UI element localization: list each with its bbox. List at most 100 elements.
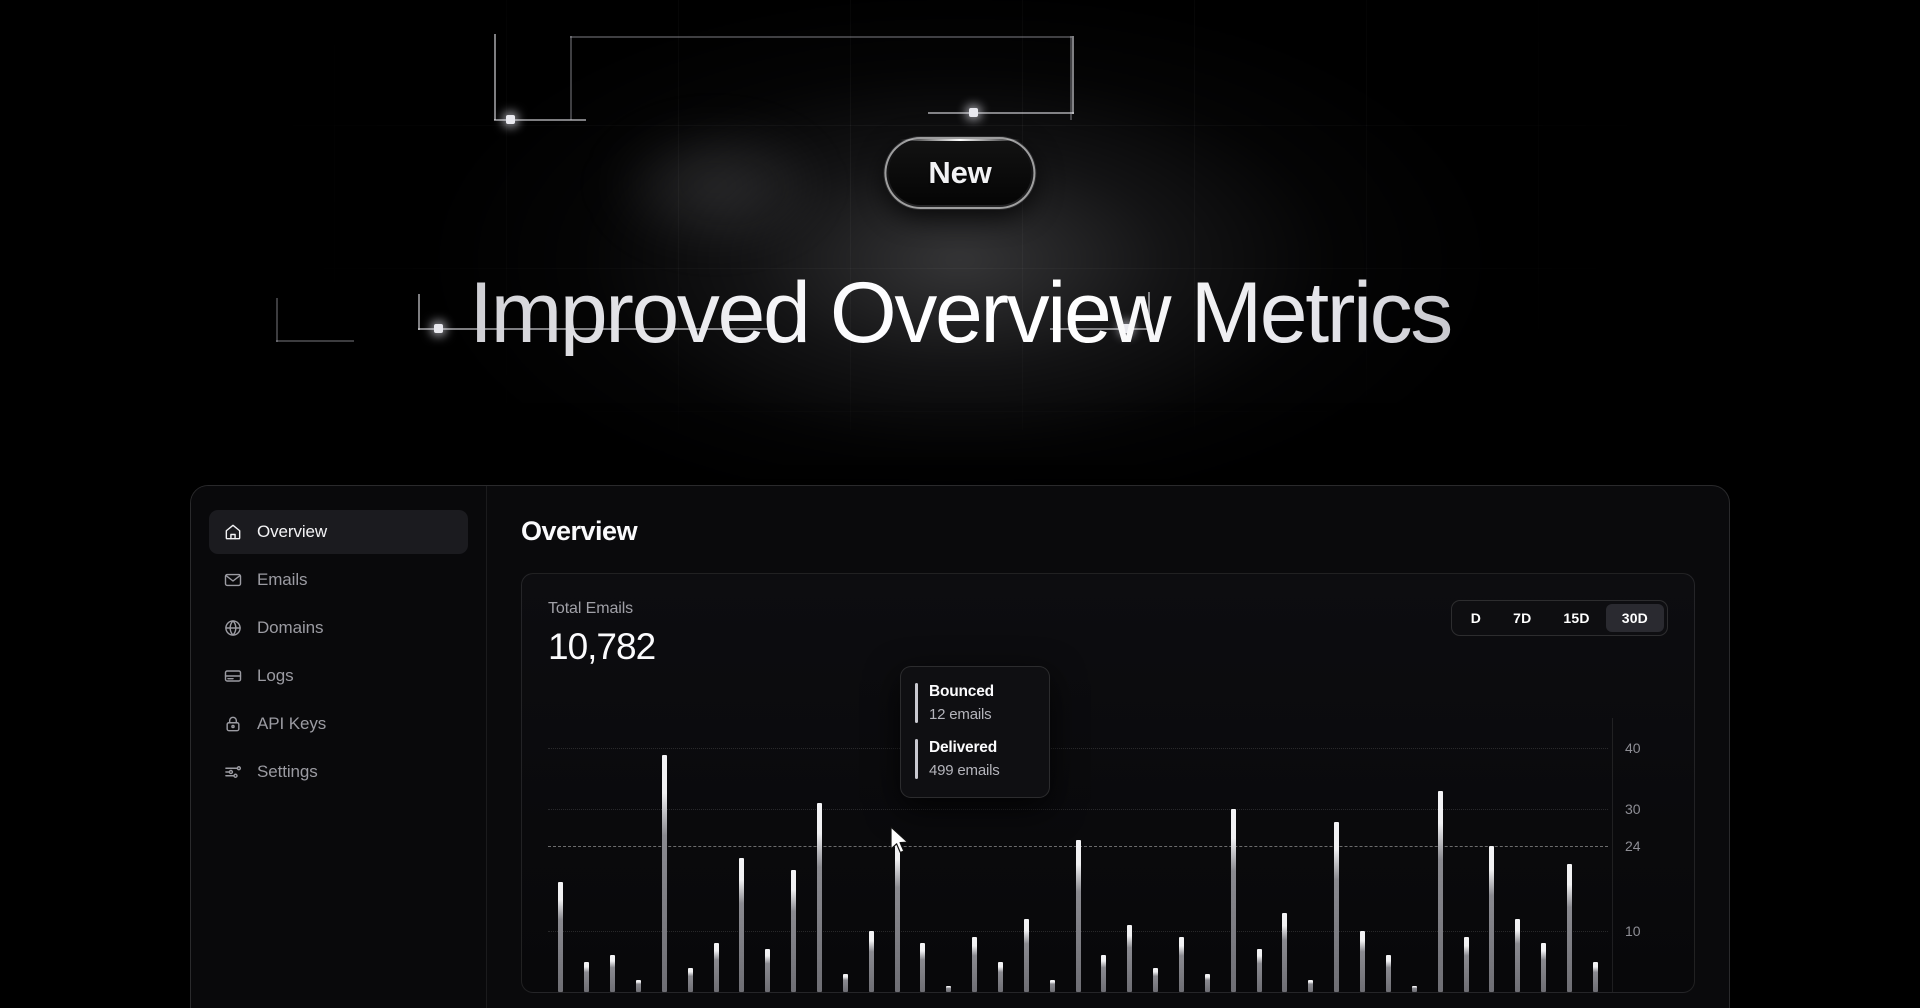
sidebar-item-domains[interactable]: Domains bbox=[209, 606, 468, 650]
chart-bar[interactable] bbox=[610, 955, 616, 992]
chart-bar[interactable] bbox=[1230, 809, 1236, 992]
chart-bar-slot[interactable] bbox=[1376, 718, 1402, 992]
chart-bar[interactable] bbox=[1153, 967, 1159, 992]
chart-bar-slot[interactable] bbox=[1194, 718, 1220, 992]
y-axis-tick-label: 10 bbox=[1625, 923, 1641, 940]
chart-gridline bbox=[548, 748, 1608, 750]
chart-bar-slot[interactable] bbox=[1065, 718, 1091, 992]
sidebar-item-overview[interactable]: Overview bbox=[209, 510, 468, 554]
chart-bar-slot[interactable] bbox=[1272, 718, 1298, 992]
chart-bar[interactable] bbox=[1127, 925, 1133, 992]
chart-bar-slot[interactable] bbox=[677, 718, 703, 992]
chart-bar[interactable] bbox=[636, 979, 641, 992]
chart-bar-slot[interactable] bbox=[1324, 718, 1350, 992]
chart-bar-slot[interactable] bbox=[832, 718, 858, 992]
chart-bar[interactable] bbox=[1515, 918, 1521, 992]
chart-bar[interactable] bbox=[1463, 937, 1469, 992]
glow-dot bbox=[434, 324, 443, 333]
chart-bar-slot[interactable] bbox=[807, 718, 833, 992]
chart-bar[interactable] bbox=[1566, 864, 1572, 992]
chart-bar-slot[interactable] bbox=[1143, 718, 1169, 992]
chart-bar-slot[interactable] bbox=[548, 718, 574, 992]
chart-bar-slot[interactable] bbox=[1582, 718, 1608, 992]
sidebar-item-settings[interactable]: Settings bbox=[209, 750, 468, 794]
chart-bar[interactable] bbox=[1256, 949, 1262, 992]
chart-bar-slot[interactable] bbox=[651, 718, 677, 992]
chart-bar-slot[interactable] bbox=[1246, 718, 1272, 992]
chart-bar-slot[interactable] bbox=[1479, 718, 1505, 992]
chart-bar-slot[interactable] bbox=[1427, 718, 1453, 992]
chart-bar[interactable] bbox=[765, 949, 771, 992]
range-button-30d[interactable]: 30D bbox=[1605, 604, 1664, 632]
chart-bar[interactable] bbox=[998, 961, 1004, 992]
chart-bar-slot[interactable] bbox=[1220, 718, 1246, 992]
chart-bar-slot[interactable] bbox=[703, 718, 729, 992]
chart-bar-slot[interactable] bbox=[1557, 718, 1583, 992]
chart-bar-slot[interactable] bbox=[1350, 718, 1376, 992]
chart-bar-slot[interactable] bbox=[755, 718, 781, 992]
sidebar-item-label: Domains bbox=[257, 618, 324, 637]
chart-bar[interactable] bbox=[1023, 918, 1029, 992]
chart-bar[interactable] bbox=[1592, 961, 1598, 992]
chart-bar-slot[interactable] bbox=[1091, 718, 1117, 992]
chart-bar[interactable] bbox=[1360, 931, 1366, 992]
chart-bar-slot[interactable] bbox=[962, 718, 988, 992]
chart-bar[interactable] bbox=[713, 943, 719, 992]
chart-bar[interactable] bbox=[920, 943, 926, 992]
chart-bar[interactable] bbox=[558, 882, 564, 992]
chart-bar-slot[interactable] bbox=[626, 718, 652, 992]
chart-bar[interactable] bbox=[584, 961, 590, 992]
chart-bar[interactable] bbox=[1282, 912, 1288, 992]
chart-bar-slot[interactable] bbox=[936, 718, 962, 992]
chart-bar[interactable] bbox=[1049, 979, 1055, 992]
chart-bar[interactable] bbox=[1489, 845, 1495, 992]
chart-bar-slot[interactable] bbox=[910, 718, 936, 992]
range-button-15d[interactable]: 15D bbox=[1563, 610, 1590, 626]
chart-bar[interactable] bbox=[868, 931, 874, 992]
chart-bar[interactable] bbox=[1101, 955, 1107, 992]
chart-bar[interactable] bbox=[817, 803, 823, 992]
chart-bar-slot[interactable] bbox=[1401, 718, 1427, 992]
chart-bar-slot[interactable] bbox=[1013, 718, 1039, 992]
chart-bar[interactable] bbox=[1204, 973, 1210, 992]
sidebar-item-api-keys[interactable]: API Keys bbox=[209, 702, 468, 746]
sidebar-item-label: Logs bbox=[257, 666, 294, 685]
chart-bar[interactable] bbox=[1179, 937, 1185, 992]
chart-bar-slot[interactable] bbox=[574, 718, 600, 992]
chart-bar[interactable] bbox=[1334, 821, 1340, 992]
chart-bar[interactable] bbox=[1308, 979, 1314, 992]
chart-bar[interactable] bbox=[972, 937, 978, 992]
chart-bar[interactable] bbox=[1411, 985, 1417, 992]
chart-bar[interactable] bbox=[1437, 791, 1443, 992]
chart-bar[interactable] bbox=[739, 858, 745, 992]
chart-bar[interactable] bbox=[661, 754, 667, 992]
date-range-toggle[interactable]: D 7D 15D 30D bbox=[1450, 600, 1668, 636]
chart-bar-slot[interactable] bbox=[858, 718, 884, 992]
chart-bar[interactable] bbox=[894, 833, 900, 992]
range-button-7d[interactable]: 7D bbox=[1513, 610, 1532, 626]
glow-dot bbox=[1122, 324, 1131, 333]
sidebar-item-logs[interactable]: Logs bbox=[209, 654, 468, 698]
tooltip-series-name: Bounced bbox=[929, 683, 994, 700]
chart-bar-slot[interactable] bbox=[1531, 718, 1557, 992]
chart-bar-slot[interactable] bbox=[1039, 718, 1065, 992]
chart-bar-slot[interactable] bbox=[988, 718, 1014, 992]
chart-bar-slot[interactable] bbox=[884, 718, 910, 992]
sidebar-item-emails[interactable]: Emails bbox=[209, 558, 468, 602]
chart-bar[interactable] bbox=[1385, 955, 1391, 992]
chart-bar-slot[interactable] bbox=[1505, 718, 1531, 992]
chart-bar-slot[interactable] bbox=[600, 718, 626, 992]
chart-bar-slot[interactable] bbox=[781, 718, 807, 992]
range-button-d[interactable]: D bbox=[1470, 610, 1482, 626]
chart-bar-slot[interactable] bbox=[1169, 718, 1195, 992]
chart-bar-slot[interactable] bbox=[729, 718, 755, 992]
chart-bar[interactable] bbox=[1541, 943, 1547, 992]
chart-bar-slot[interactable] bbox=[1298, 718, 1324, 992]
chart-bar[interactable] bbox=[946, 985, 952, 992]
chart-bar-slot[interactable] bbox=[1117, 718, 1143, 992]
chart-bar[interactable] bbox=[1075, 839, 1081, 992]
chart-bar-slot[interactable] bbox=[1453, 718, 1479, 992]
chart-bar[interactable] bbox=[687, 967, 693, 992]
chart-bar[interactable] bbox=[842, 973, 848, 992]
chart-bar[interactable] bbox=[791, 870, 797, 992]
